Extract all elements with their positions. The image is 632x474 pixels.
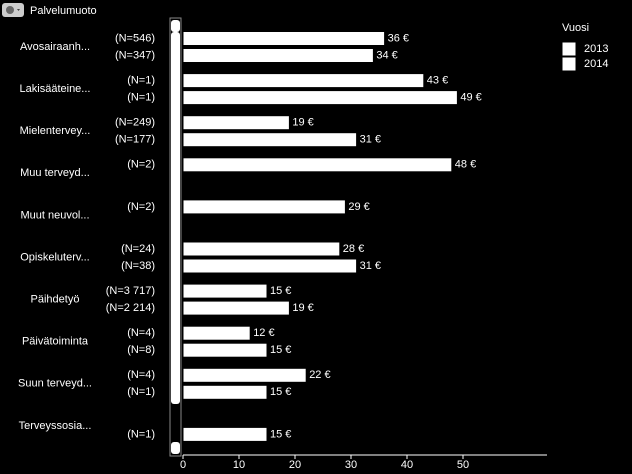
- x-tick-label: 10: [233, 459, 245, 471]
- x-tick-label: 40: [401, 459, 413, 471]
- x-tick-label: 30: [345, 459, 357, 471]
- bar: [182, 241, 341, 257]
- value-label: 34 €: [376, 49, 397, 61]
- sample-label: (N=1): [127, 92, 155, 104]
- sample-label: (N=38): [121, 260, 155, 272]
- sample-label: (N=1): [127, 386, 155, 398]
- sample-label: (N=2): [127, 201, 155, 213]
- sample-label: (N=3 717): [106, 285, 155, 297]
- value-label: 12 €: [253, 327, 274, 339]
- bar: [182, 90, 458, 106]
- legend-title: Vuosi: [562, 22, 589, 34]
- bar: [182, 325, 251, 341]
- bar: [182, 73, 425, 89]
- sample-label: (N=24): [121, 243, 155, 255]
- category-label: Päivätoiminta: [22, 336, 89, 348]
- sample-label: (N=546): [115, 32, 155, 44]
- bar: [182, 157, 453, 173]
- bar: [182, 199, 346, 215]
- value-label: 15 €: [270, 428, 291, 440]
- x-tick-label: 20: [289, 459, 301, 471]
- value-label: 43 €: [427, 75, 448, 87]
- bar: [182, 283, 268, 299]
- value-label: 15 €: [270, 285, 291, 297]
- category-label: Mielentervey...: [20, 125, 91, 137]
- sample-label: (N=4): [127, 327, 155, 339]
- legend-label: 2013: [584, 43, 608, 55]
- value-label: 15 €: [270, 386, 291, 398]
- category-label: Suun terveyd...: [18, 378, 92, 390]
- value-label: 22 €: [309, 369, 330, 381]
- value-label: 31 €: [360, 134, 381, 146]
- sample-label: (N=347): [115, 49, 155, 61]
- sample-label: (N=4): [127, 369, 155, 381]
- value-label: 48 €: [455, 159, 476, 171]
- value-label: 19 €: [292, 117, 313, 129]
- bar: [182, 426, 268, 442]
- legend-swatch: [561, 56, 577, 72]
- category-label: Muut neuvol...: [20, 209, 89, 221]
- legend-label: 2014: [584, 58, 608, 70]
- value-label: 49 €: [460, 92, 481, 104]
- value-label: 29 €: [348, 201, 369, 213]
- sample-label: (N=177): [115, 134, 155, 146]
- bar: [182, 258, 358, 274]
- category-label: Päihdetyö: [31, 294, 80, 306]
- header-title: Palvelumuoto: [30, 5, 97, 17]
- sample-label: (N=2): [127, 159, 155, 171]
- value-label: 28 €: [343, 243, 364, 255]
- sample-label: (N=1): [127, 75, 155, 87]
- category-label: Avosairaanh...: [20, 41, 90, 53]
- category-label: Opiskeluterv...: [20, 251, 90, 263]
- sample-label: (N=8): [127, 344, 155, 356]
- bar: [182, 31, 386, 46]
- bar: [182, 367, 307, 383]
- bar: [182, 48, 374, 63]
- sample-label: (N=249): [115, 117, 155, 129]
- sample-label: (N=2 214): [106, 302, 155, 314]
- bar: [182, 384, 268, 400]
- sample-label: (N=1): [127, 428, 155, 440]
- bar: [182, 132, 358, 148]
- header-icon[interactable]: [2, 3, 24, 17]
- category-label: Terveyssosia...: [19, 420, 92, 432]
- scrollbar[interactable]: [169, 17, 182, 457]
- value-label: 19 €: [292, 302, 313, 314]
- value-label: 36 €: [388, 32, 409, 44]
- category-label: Lakisääteine...: [20, 83, 91, 95]
- bar: [182, 342, 268, 358]
- category-label: Muu terveyd...: [20, 167, 90, 179]
- bar: [182, 300, 290, 316]
- x-tick-label: 50: [457, 459, 469, 471]
- x-tick-label: 0: [180, 459, 186, 471]
- legend-swatch: [561, 41, 577, 57]
- value-label: 31 €: [360, 260, 381, 272]
- bar: [182, 115, 290, 131]
- value-label: 15 €: [270, 344, 291, 356]
